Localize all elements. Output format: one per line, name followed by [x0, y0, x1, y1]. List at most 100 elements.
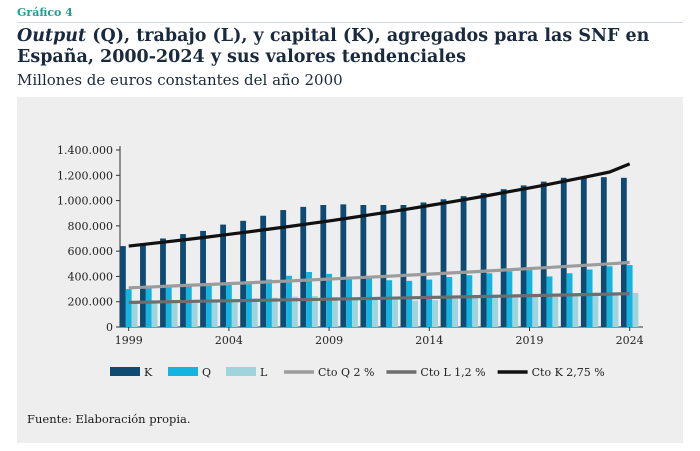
bar-q: [566, 273, 573, 327]
bar-q: [246, 281, 252, 327]
bar-l: [211, 299, 218, 327]
bar-q: [546, 276, 553, 327]
legend-label-q: Q: [202, 366, 211, 379]
bar-k: [500, 189, 507, 327]
legend-swatch-q: [168, 367, 198, 376]
y-tick-label: 0: [106, 321, 113, 334]
bar-l: [452, 298, 459, 327]
trend-line-cto-k-2-75: [128, 162, 631, 248]
bar-l: [612, 293, 619, 327]
bar-k: [180, 234, 186, 327]
bar-k: [520, 185, 527, 327]
bar-k: [320, 205, 327, 327]
bar-l: [632, 292, 639, 327]
bar-q: [446, 277, 453, 327]
bar-l: [472, 297, 479, 327]
bar-l: [572, 295, 579, 327]
bar-q: [185, 285, 192, 327]
y-tick-label: 200.000: [68, 296, 114, 309]
bar-k: [140, 243, 146, 327]
bar-q: [165, 287, 172, 327]
bar-k: [460, 196, 467, 327]
bar-k: [300, 206, 307, 327]
bar-k: [200, 230, 206, 327]
bar-l: [492, 296, 499, 327]
legend-swatch-l: [226, 367, 256, 376]
legend-label-cto-q-2: Cto Q 2 %: [318, 366, 374, 379]
figure-label: Gráfico 4: [17, 6, 73, 19]
bar-q: [125, 289, 132, 327]
bar-k: [620, 177, 627, 327]
legend-label-k: K: [144, 366, 153, 379]
bar-l: [592, 294, 599, 327]
bar-k: [260, 215, 267, 327]
bar-l: [552, 296, 559, 327]
bar-l: [372, 298, 378, 327]
x-tick-label: 2009: [315, 334, 343, 347]
chart-title: Output (Q), trabajo (L), y capital (K), …: [17, 26, 687, 68]
bar-k: [220, 224, 226, 327]
legend-label-cto-k-2-75: Cto K 2,75 %: [532, 366, 605, 379]
bar-q: [406, 280, 413, 327]
bar-k: [540, 181, 547, 327]
bar-k: [340, 204, 347, 327]
y-tick-label: 1.400.000: [57, 144, 113, 157]
chart-svg: 0 200.000 400.000 600.000 800.000 1.000.000 1.…: [57, 144, 644, 379]
y-tick-label: 1.200.000: [57, 169, 113, 182]
bar-l: [131, 302, 138, 327]
bar-q: [586, 269, 593, 327]
chart-panel: 0 200.000 400.000 600.000 800.000 1.000.000 1.…: [17, 97, 683, 443]
bar-q: [626, 265, 633, 327]
y-tick-label: 600.000: [68, 245, 114, 258]
legend-label-cto-l-1-2: Cto L 1,2 %: [420, 366, 485, 379]
x-tick-label: 2019: [515, 334, 543, 347]
x-tick-label: 2024: [616, 334, 644, 347]
bar-l: [251, 298, 258, 327]
bar-k: [120, 246, 126, 327]
legend-label-l: L: [260, 366, 268, 379]
bar-k: [600, 177, 607, 327]
header-rule: [17, 22, 683, 23]
bar-l: [392, 299, 398, 327]
bar-k: [160, 238, 166, 327]
legend-swatch-k: [110, 367, 140, 376]
y-tick-label: 800.000: [68, 220, 114, 233]
bar-q: [145, 287, 152, 327]
x-tick-label: 1999: [115, 334, 143, 347]
bar-q: [266, 279, 272, 327]
bar-l: [191, 300, 198, 327]
x-tick-label: 2004: [215, 334, 243, 347]
chart-subtitle: Millones de euros constantes del año 200…: [17, 71, 343, 89]
bar-q: [526, 270, 533, 327]
bar-l: [151, 301, 158, 327]
bar-k: [240, 220, 247, 327]
bar-l: [412, 300, 418, 327]
bar-l: [532, 294, 539, 327]
bar-l: [311, 296, 318, 327]
bar-k: [440, 199, 447, 327]
x-tick-label: 2014: [415, 334, 443, 347]
bar-q: [506, 271, 513, 327]
bar-q: [486, 273, 493, 327]
bar-k: [560, 177, 567, 327]
bar-q: [346, 277, 353, 327]
bar-q: [386, 280, 393, 327]
bar-q: [466, 275, 473, 327]
y-tick-label: 400.000: [68, 270, 114, 283]
bar-k: [480, 192, 487, 327]
bar-q: [205, 284, 212, 327]
chart-title-italic: Output: [17, 26, 87, 46]
bar-l: [171, 301, 178, 327]
bar-k: [280, 210, 287, 327]
bar-l: [231, 299, 238, 327]
bar-q: [366, 278, 373, 327]
bar-q: [426, 279, 433, 327]
chart-title-rest: (Q), trabajo (L), y capital (K), agregad…: [17, 26, 650, 67]
bar-l: [512, 295, 519, 327]
bar-k: [580, 177, 587, 327]
bar-l: [432, 300, 439, 327]
bar-l: [352, 297, 358, 327]
y-tick-label: 1.000.000: [57, 195, 113, 208]
trend-line-cto-q-2: [128, 260, 630, 290]
bar-k: [420, 202, 427, 327]
